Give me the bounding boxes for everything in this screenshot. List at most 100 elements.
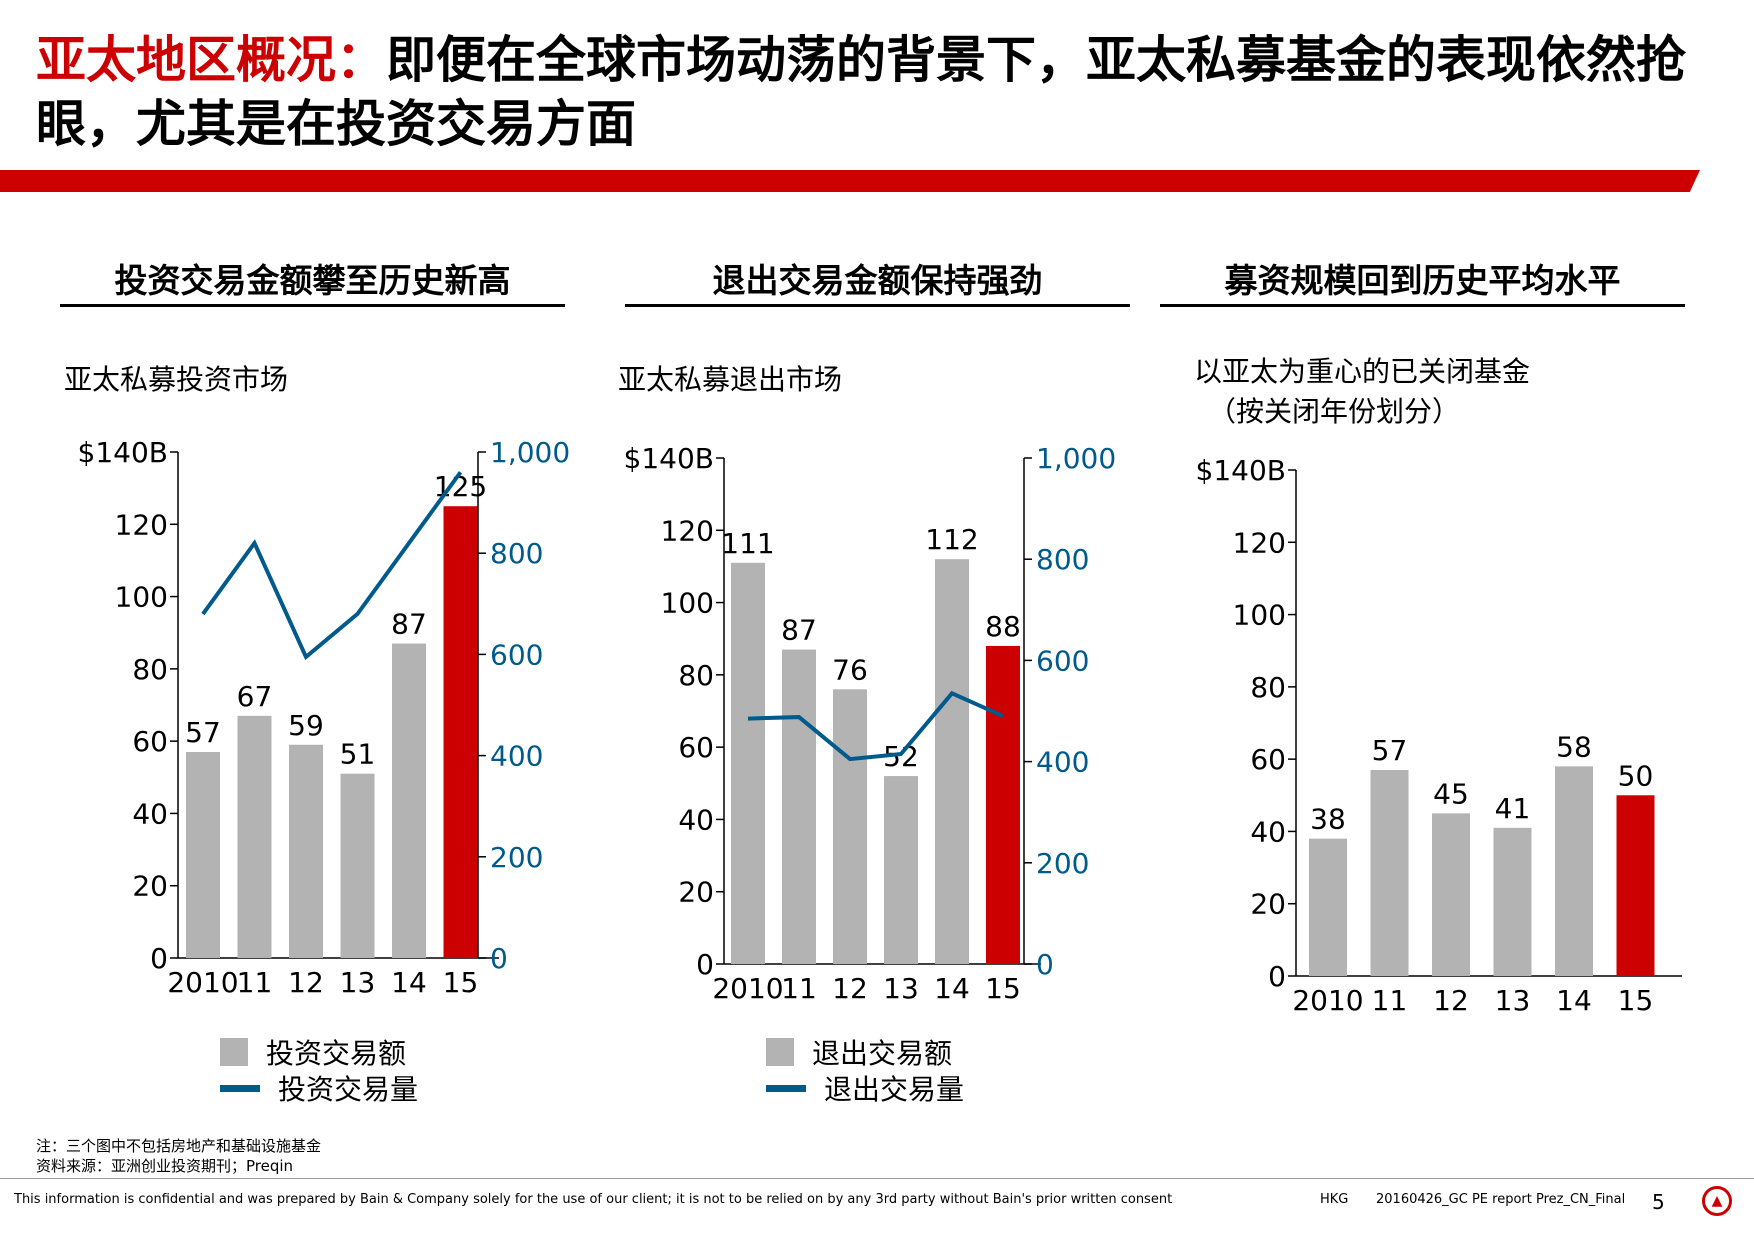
data-label: 88	[985, 610, 1021, 643]
note-text: 注：三个图中不包括房地产和基础设施基金	[36, 1137, 322, 1155]
y2-tick-label: 400	[490, 740, 543, 773]
bar	[1555, 766, 1593, 976]
legend-bar-swatch	[766, 1038, 794, 1066]
data-label: 57	[185, 716, 221, 749]
y-tick-label: 120	[1233, 526, 1286, 559]
y-tick-label: 60	[132, 725, 168, 758]
bar	[935, 559, 969, 964]
data-label: 112	[925, 523, 978, 556]
y-tick-label: 80	[678, 659, 714, 692]
bar	[1432, 813, 1470, 976]
x-tick-label: 12	[832, 972, 868, 1005]
source-text: 资料来源：亚洲创业投资期刊；Preqin	[36, 1157, 294, 1175]
y-tick-label: 20	[132, 870, 168, 903]
x-tick-label: 14	[934, 972, 970, 1005]
bar	[237, 715, 272, 958]
y-tick-label: $140B	[1196, 454, 1286, 487]
data-label: 51	[340, 738, 376, 771]
legend-line-swatch	[766, 1084, 806, 1092]
y-tick-label: 0	[150, 942, 168, 975]
y-tick-label: 20	[678, 876, 714, 909]
bar	[1493, 827, 1532, 976]
x-tick-label: 14	[391, 966, 427, 999]
y-tick-label: 0	[1268, 960, 1286, 993]
line-series	[201, 471, 463, 661]
bar	[884, 776, 918, 964]
subtitle-fundraising-2: （按关闭年份划分）	[1208, 395, 1461, 428]
y-tick-label: 60	[678, 731, 714, 764]
y2-tick-label: 800	[1036, 543, 1089, 576]
y2-tick-label: 400	[1036, 746, 1089, 779]
subtitle-exit: 亚太私募退出市场	[618, 363, 843, 396]
y-tick-label: 120	[661, 514, 714, 547]
y-tick-label: 0	[696, 948, 714, 981]
panel-title-exit: 退出交易金额保持强劲	[625, 258, 1130, 307]
y2-tick-label: 0	[1036, 948, 1054, 981]
legend-line-label: 投资交易量	[278, 1073, 419, 1106]
bar	[731, 562, 765, 964]
bain-logo-icon: ▲	[1702, 1186, 1732, 1216]
y-tick-label: 20	[1250, 888, 1286, 921]
data-label: 76	[832, 653, 868, 686]
panel-title-investment: 投资交易金额攀至历史新高	[60, 258, 565, 307]
y-tick-label: 80	[1250, 671, 1286, 704]
legend-exit: 退出交易额 退出交易量	[766, 1034, 964, 1106]
y-tick-label: 60	[1250, 743, 1286, 776]
subtitle-investment: 亚太私募投资市场	[64, 363, 289, 396]
y-tick-label: $140B	[624, 442, 714, 475]
title-underline-bar	[0, 170, 1700, 192]
y2-tick-label: 200	[490, 841, 543, 874]
title-rest: 即便在全球市场动荡的背景下，亚太私募基金的表现依然抢眼，尤其是在投资交易方面	[36, 31, 1686, 153]
legend-bar-label: 退出交易额	[812, 1037, 953, 1070]
bar	[782, 649, 816, 964]
y-tick-label: 40	[1250, 815, 1286, 848]
y2-tick-label: 200	[1036, 847, 1089, 880]
page-title: 亚太地区概况：即便在全球市场动荡的背景下，亚太私募基金的表现依然抢眼，尤其是在投…	[36, 28, 1716, 156]
y2-tick-label: 600	[1036, 644, 1089, 677]
bar	[186, 751, 220, 958]
y-tick-label: 120	[115, 508, 168, 541]
page-number: 5	[1652, 1190, 1665, 1214]
data-label: 87	[781, 614, 817, 647]
y-tick-label: 100	[661, 587, 714, 620]
x-tick-label: 15	[1618, 984, 1654, 1017]
bar	[986, 645, 1020, 964]
x-tick-label: 2010	[712, 972, 783, 1005]
x-tick-label: 14	[1556, 984, 1592, 1017]
data-label: 57	[1372, 734, 1408, 767]
y2-tick-label: 600	[490, 638, 543, 671]
line-series	[747, 690, 1004, 762]
data-label: 58	[1556, 730, 1592, 763]
bar	[833, 689, 867, 964]
x-tick-label: 11	[781, 972, 817, 1005]
x-tick-label: 12	[288, 966, 324, 999]
title-highlight: 亚太地区概况：	[36, 31, 386, 89]
data-label: 52	[883, 740, 919, 773]
x-tick-label: 12	[1433, 984, 1469, 1017]
y-tick-label: 80	[132, 653, 168, 686]
y2-tick-label: 800	[490, 537, 543, 570]
bar	[340, 773, 375, 958]
footnotes: 注：三个图中不包括房地产和基础设施基金 资料来源：亚洲创业投资期刊；Preqin	[36, 1136, 321, 1176]
x-tick-label: 13	[1495, 984, 1531, 1017]
y-tick-label: $140B	[78, 436, 168, 469]
y-tick-label: 100	[1233, 599, 1286, 632]
bar	[443, 506, 478, 958]
y2-tick-label: 1,000	[490, 436, 570, 469]
legend-line-label: 退出交易量	[824, 1073, 965, 1106]
x-tick-label: 2010	[167, 966, 238, 999]
data-label: 38	[1310, 803, 1346, 836]
bar	[1309, 838, 1347, 976]
bar	[1370, 769, 1409, 976]
legend-line-swatch	[220, 1084, 260, 1092]
legend-bar-swatch	[220, 1038, 248, 1066]
footer-disclaimer: This information is confidential and was…	[14, 1192, 1173, 1207]
subtitle-fundraising-1: 以亚太为重心的已关闭基金	[1194, 355, 1531, 388]
y-tick-label: 100	[115, 581, 168, 614]
bar	[392, 643, 426, 958]
y-tick-label: 40	[678, 803, 714, 836]
data-label: 125	[434, 470, 487, 503]
x-tick-label: 13	[883, 972, 919, 1005]
data-label: 41	[1495, 792, 1531, 825]
data-label: 59	[288, 709, 324, 742]
